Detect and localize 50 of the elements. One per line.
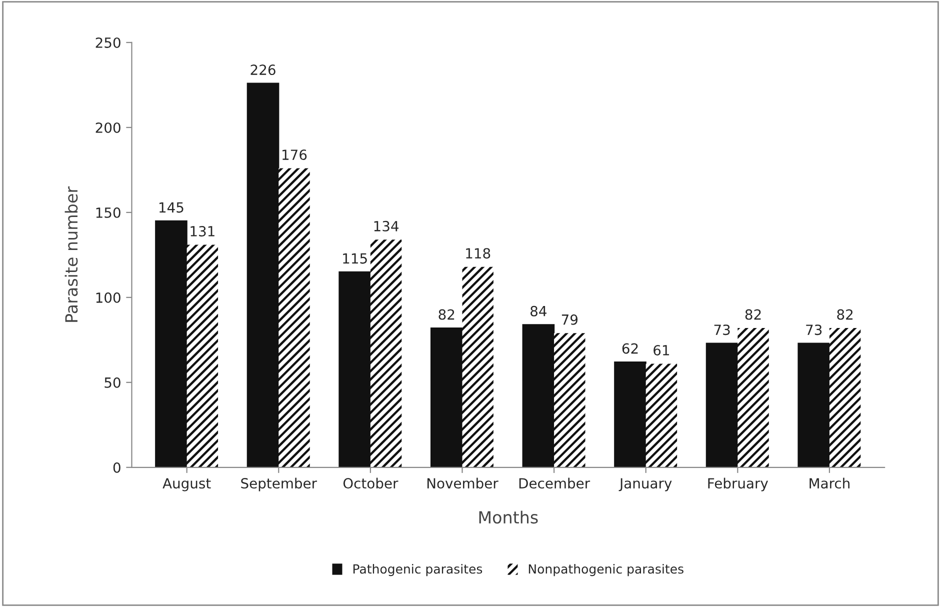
data-label: 134	[374, 220, 399, 232]
x-tick-label: August	[162, 478, 211, 492]
bar	[278, 168, 310, 468]
x-tick-label: January	[618, 478, 672, 492]
x-axis-title: Months	[479, 510, 538, 524]
data-label: 62	[622, 343, 638, 354]
y-tick-label: 0	[113, 462, 120, 473]
x-tick-label: September	[241, 478, 318, 492]
bar	[462, 266, 494, 468]
x-tick-label: December	[519, 478, 590, 489]
x-tick-label: February	[708, 478, 768, 492]
y-axis-title: Parasite number	[64, 186, 78, 322]
data-label: 82	[837, 309, 853, 320]
data-label: 73	[806, 324, 822, 336]
bar	[706, 342, 738, 468]
legend-label: Nonpathogenic parasites	[528, 564, 684, 576]
legend-label: Pathogenic parasites	[353, 564, 482, 576]
x-tick-label: March	[810, 478, 850, 489]
bar	[646, 364, 678, 468]
data-label: 79	[562, 314, 578, 325]
y-tick-label: 50	[104, 377, 120, 388]
y-tick-label: 100	[96, 292, 120, 303]
x-tick-label: November	[427, 478, 498, 489]
bar	[430, 327, 463, 468]
bar	[522, 324, 555, 468]
bar	[246, 82, 280, 468]
bar	[829, 328, 861, 468]
data-label: 131	[190, 226, 214, 236]
data-label: 61	[654, 344, 670, 356]
y-tick-label: 200	[96, 122, 120, 133]
x-tick-label: October	[343, 478, 398, 489]
bar	[614, 361, 646, 468]
data-label: 115	[343, 253, 367, 264]
y-tick-label: 150	[96, 207, 120, 218]
data-label: 145	[159, 202, 184, 213]
bar	[338, 271, 371, 468]
bar	[554, 333, 586, 468]
bar	[186, 244, 218, 468]
data-label: 82	[438, 309, 454, 320]
data-label: 118	[466, 248, 490, 259]
data-label: 176	[282, 150, 307, 160]
data-label: 226	[250, 64, 276, 76]
bar	[370, 240, 402, 468]
data-label: 82	[745, 309, 761, 320]
bar	[798, 342, 830, 468]
y-tick-label: 250	[96, 37, 120, 48]
bar	[155, 220, 188, 468]
data-label: 84	[530, 306, 546, 316]
bar	[738, 328, 769, 468]
data-label: 73	[714, 324, 730, 336]
